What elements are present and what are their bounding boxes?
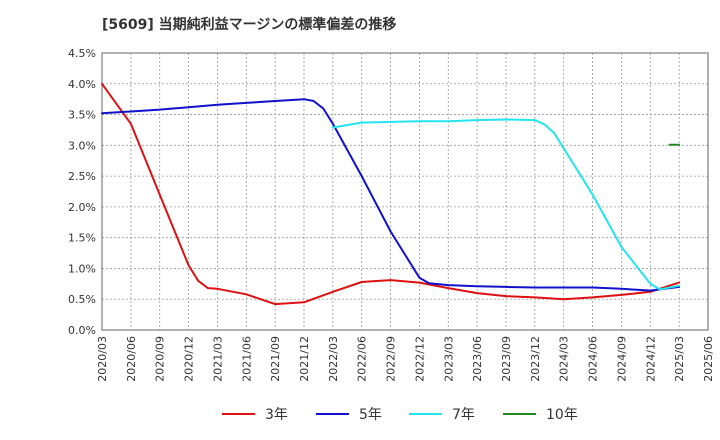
x-tick-label: 2020/06 <box>125 336 138 382</box>
x-tick-label: 2020/09 <box>154 336 167 382</box>
y-tick-label: 4.5% <box>68 47 96 60</box>
legend-label: 5年 <box>359 407 382 423</box>
legend-label: 3年 <box>265 407 288 423</box>
x-tick-label: 2022/09 <box>385 336 398 382</box>
x-tick-label: 2022/06 <box>356 336 369 382</box>
series-line-3年 <box>101 82 681 306</box>
x-tick-label: 2024/03 <box>558 336 571 382</box>
x-tick-label: 2021/03 <box>211 336 224 382</box>
y-tick-label: 3.5% <box>68 109 96 122</box>
x-tick-label: 2023/03 <box>442 336 455 382</box>
series-line-5年 <box>101 98 681 292</box>
plot-frame <box>101 52 709 331</box>
legend-label: 7年 <box>452 407 475 423</box>
x-tick-label: 2021/09 <box>269 336 282 382</box>
x-tick-label: 2022/12 <box>413 336 426 382</box>
x-tick-label: 2022/03 <box>327 336 340 382</box>
x-tick-label: 2023/09 <box>500 336 513 382</box>
x-tick-label: 2020/12 <box>183 336 196 382</box>
y-tick-label: 4.0% <box>68 78 96 91</box>
y-tick-label: 2.5% <box>68 170 96 183</box>
y-tick-label: 1.0% <box>68 262 96 275</box>
y-tick-label: 2.0% <box>68 201 96 214</box>
series-line-7年 <box>331 118 681 291</box>
y-tick-label: 0.5% <box>68 293 96 306</box>
x-tick-label: 2025/06 <box>702 336 715 382</box>
series-lines <box>101 82 681 306</box>
x-tick-label: 2023/12 <box>529 336 542 382</box>
x-tick-label: 2021/06 <box>240 336 253 382</box>
x-tick-label: 2024/12 <box>644 336 657 382</box>
x-tick-label: 2023/06 <box>471 336 484 382</box>
x-tick-label: 2021/12 <box>298 336 311 382</box>
y-tick-label: 1.5% <box>68 232 96 245</box>
x-tick-label: 2024/09 <box>615 336 628 382</box>
x-tick-label: 2025/03 <box>673 336 686 382</box>
y-tick-label: 0.0% <box>68 324 96 337</box>
legend: 3年 5年 7年 10年 <box>222 407 578 423</box>
axes: 0.0% 0.5% 1.0% 1.5% 2.0% 2.5% 3.0% 3.5% 4.0% 4.5%… <box>68 47 715 382</box>
legend-label: 10年 <box>546 407 578 423</box>
y-tick-label: 3.0% <box>68 139 96 152</box>
x-tick-label: 2024/06 <box>587 336 600 382</box>
chart-title: [5609] 当期純利益マージンの標準偏差の推移 <box>102 16 396 33</box>
x-tick-label: 2020/03 <box>96 336 109 382</box>
